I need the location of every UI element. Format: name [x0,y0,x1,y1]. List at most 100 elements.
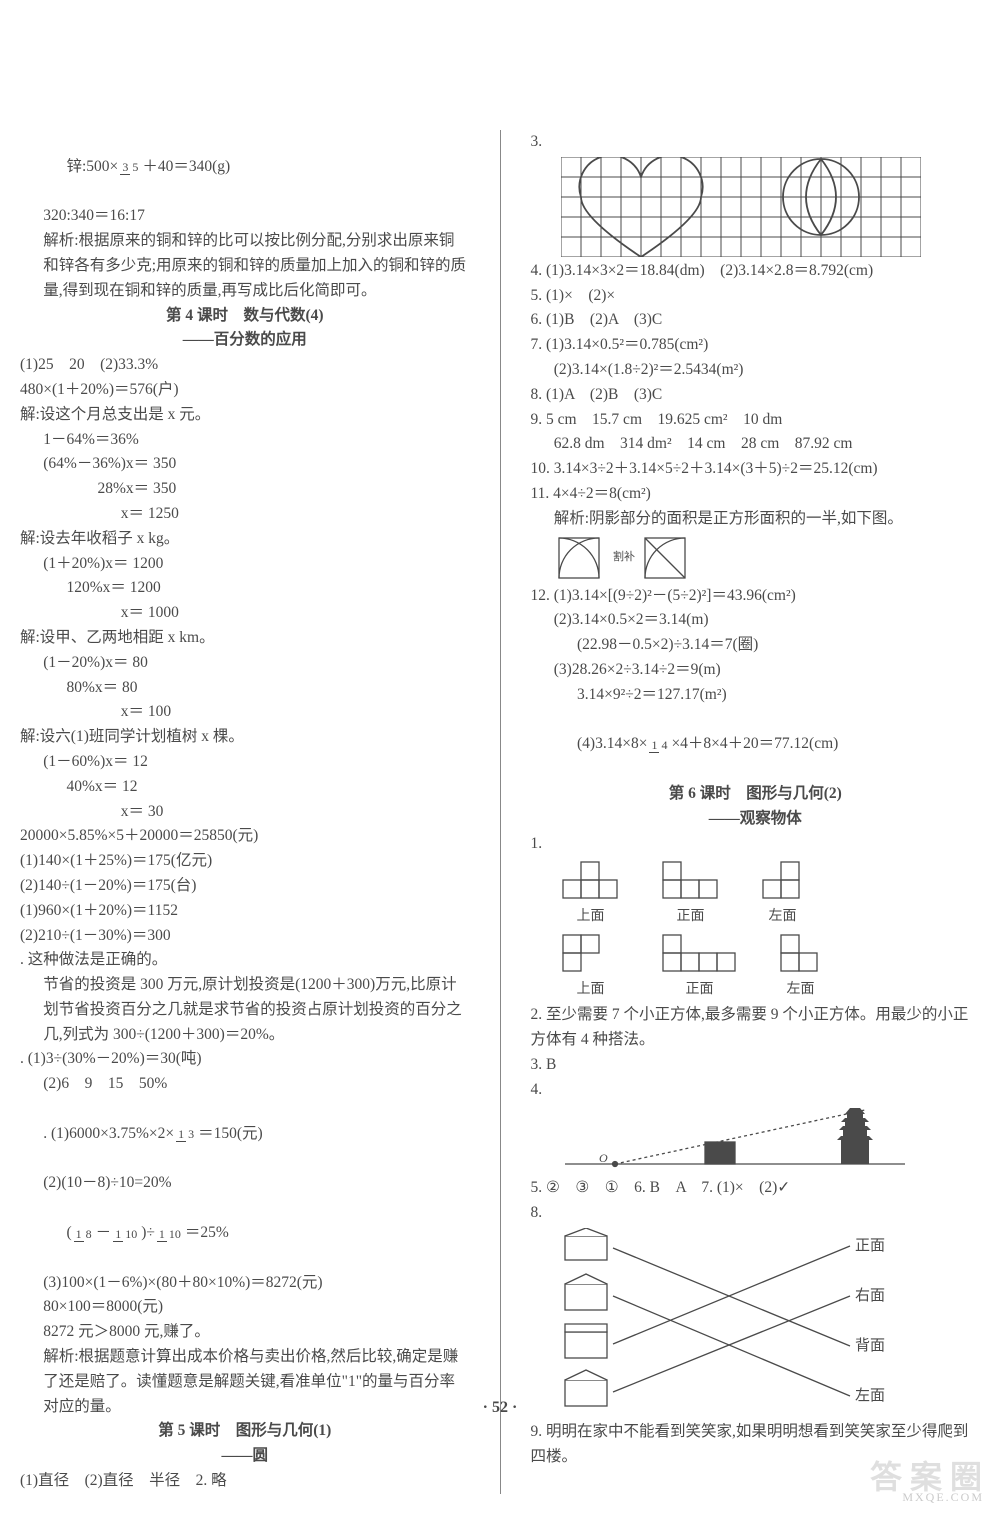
text: (2)210÷(1－30%)＝300 [20,924,470,949]
text: ＋40＝340(g) [142,158,230,175]
text: x＝ 30 [20,800,470,825]
text: . 这种做法是正确的。 [20,948,470,973]
text: 1－64%＝36% [20,428,470,453]
text: (2)3.14×0.5×2＝3.14(m) [531,608,981,633]
text: 28%x＝ 350 [20,477,470,502]
text: 11. 4×4÷2＝8(cm²) [531,482,981,507]
text: 62.8 dm 314 dm² 14 cm 28 cm 87.92 cm [531,432,981,457]
text: 12. (1)3.14×[(9÷2)²－(5÷2)²]＝43.96(cm²) [531,584,981,609]
heading-sub: ——观察物体 [531,807,981,832]
label-front-2: 正面 [661,979,739,1001]
text: (1－60%)x＝ 12 [20,750,470,775]
label-front: 正面 [661,906,721,928]
item-3: 3. [531,130,981,155]
text: 5. (1)× (2)× [531,284,981,309]
text: 80%x＝ 80 [20,676,470,701]
text: 锌:500× [67,158,119,175]
text: x＝ 1250 [20,502,470,527]
grid-figure [561,157,921,257]
cube-view-front [661,860,721,904]
text: 4. (1)3.14×3×2＝18.84(dm) (2)3.14×2.8＝8.7… [531,259,981,284]
figure-row-2: 上面 正面 [561,933,981,1001]
label-top: 上面 [561,906,621,928]
text: 2. 至少需要 7 个小正方体,最多需要 9 个小正方体。用最少的小正方体有 4… [531,1003,981,1053]
page-number: · 52 · [0,1395,1000,1421]
matching-figure: 正面 右面 背面 左面 [555,1228,915,1418]
text: 320:340＝16:17 [20,204,470,229]
text: ＝150(元) [198,1125,263,1142]
svg-text:O: O [599,1151,608,1165]
sightline-figure: O [555,1104,915,1174]
text: 80×100＝8000(元) [20,1295,470,1320]
text: 8. (1)A (2)B (3)C [531,383,981,408]
text: (3)100×(1－6%)×(80＋80×10%)＝8272(元) [20,1271,470,1296]
text: 8272 元＞8000 元,赚了。 [20,1320,470,1345]
text: (22.98－0.5×2)÷3.14＝7(圈) [531,633,981,658]
right-column: 3. 4. (1)3.14×3×2＝18.84(dm) (2) [521,130,981,1494]
cube-view-left [761,860,805,904]
column-divider [500,130,501,1494]
label-top-2: 上面 [561,979,621,1001]
item-8: 8. [531,1201,981,1226]
text: 480×(1＋20%)＝576(户) [20,378,470,403]
svg-text:背面: 背面 [855,1337,885,1354]
text: (1)960×(1＋20%)＝1152 [20,899,470,924]
text: (2)140÷(1－20%)＝175(台) [20,874,470,899]
text: 3. B [531,1053,981,1078]
text: ×4＋8×4＋20＝77.12(cm) [671,735,838,752]
text: 锌:500×35＋40＝340(g) [20,130,470,204]
label-left-2: 左面 [779,979,823,1001]
text: (64%－36%)x＝ 350 [20,452,470,477]
heading: 第 5 课时 图形与几何(1) [20,1419,470,1444]
text: x＝ 1000 [20,601,470,626]
text: 5. ② ③ ① 6. B A 7. (1)× (2)✓ [531,1176,981,1201]
left-column: 锌:500×35＋40＝340(g) 320:340＝16:17 解析:根据原来… [20,130,480,1494]
text: x＝ 100 [20,700,470,725]
square-diagram: 割补 [555,534,695,582]
heading-sub: ——圆 [20,1444,470,1469]
text: ( [67,1224,72,1241]
text: (3)28.26×2÷3.14÷2＝9(m) [531,658,981,683]
text: )÷ [141,1224,155,1241]
item-4: 4. [531,1078,981,1103]
text: (1)直径 (2)直径 半径 2. 略 [20,1469,470,1494]
text: (1－20%)x＝ 80 [20,651,470,676]
heading: 第 4 课时 数与代数(4) [20,304,470,329]
heading: 第 6 课时 图形与几何(2) [531,782,981,807]
text: 解:设甲、乙两地相距 x km。 [20,626,470,651]
watermark-url: MXQE.COM [902,1488,984,1507]
text: 120%x＝ 1200 [20,576,470,601]
svg-text:右面: 右面 [855,1287,885,1304]
text: (4)3.14×8× [577,735,647,752]
text: (18－110)÷110＝25% [20,1196,470,1270]
text: 7. (1)3.14×0.5²＝0.785(cm²) [531,333,981,358]
text: (1＋20%)x＝ 1200 [20,552,470,577]
text: . (1)3÷(30%－20%)＝30(吨) [20,1047,470,1072]
text: 节省的投资是 300 万元,原计划投资是(1200＋300)万元,比原计划节省投… [20,973,470,1047]
text: 6. (1)B (2)A (3)C [531,308,981,333]
heading-sub: ——百分数的应用 [20,328,470,353]
text: (2)(10－8)÷10=20% [20,1171,470,1196]
svg-text:割补: 割补 [613,549,635,563]
text: － [96,1224,112,1241]
text: (1)140×(1＋25%)＝175(亿元) [20,849,470,874]
text: 解析:根据原来的铜和锌的比可以按比例分配,分别求出原来铜和锌各有多少克;用原来的… [20,229,470,303]
text: 解:设去年收稻子 x kg。 [20,527,470,552]
text: 40%x＝ 12 [20,775,470,800]
cube-view-top [561,860,621,904]
text: 解析:阴影部分的面积是正方形面积的一半,如下图。 [531,507,981,532]
text: . (1)6000×3.75%×2×13＝150(元) [20,1097,470,1171]
svg-text:正面: 正面 [855,1238,885,1254]
text: 20000×5.85%×5＋20000＝25850(元) [20,824,470,849]
text: 3.14×9²÷2＝127.17(m²) [531,683,981,708]
cube-view-left-2 [779,933,823,977]
text: (4)3.14×8×14×4＋8×4＋20＝77.12(cm) [531,708,981,782]
figure-row-1: 上面 正面 [561,860,981,928]
text: 解:设六(1)班同学计划植树 x 棵。 [20,725,470,750]
label-left: 左面 [761,906,805,928]
text: (1)25 20 (2)33.3% [20,353,470,378]
text: ＝25% [185,1224,229,1241]
text: 9. 5 cm 15.7 cm 19.625 cm² 10 dm [531,408,981,433]
cube-view-top-2 [561,933,621,977]
page-number-value: 52 [492,1399,508,1416]
